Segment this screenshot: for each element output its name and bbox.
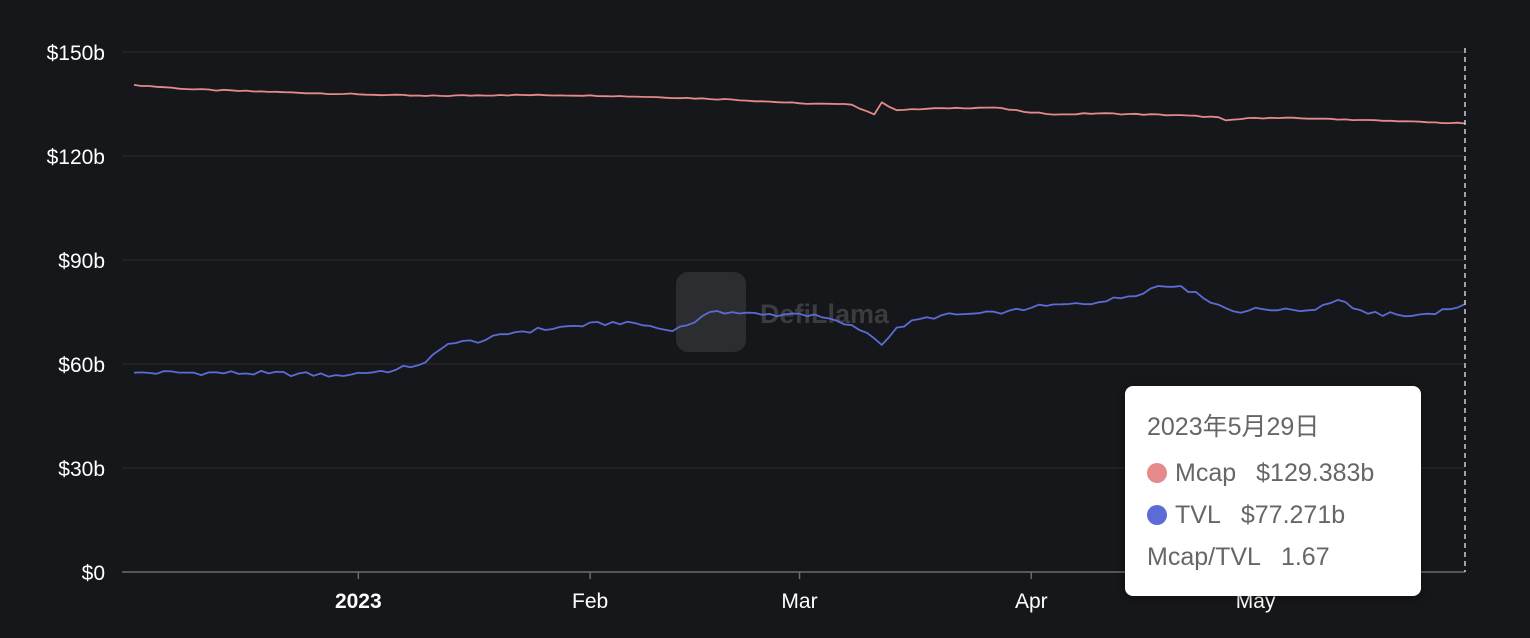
series-line-tvl bbox=[133, 285, 1466, 378]
tooltip-label-ratio: Mcap/TVL bbox=[1147, 543, 1261, 571]
y-tick-label: $120b bbox=[47, 146, 105, 169]
tooltip-label-tvl: TVL bbox=[1175, 501, 1221, 529]
x-tick-label: Feb bbox=[572, 590, 608, 613]
tvl-legend-dot bbox=[1147, 505, 1167, 525]
tooltip-row-tvl: TVL $77.271b bbox=[1147, 494, 1421, 536]
x-tick-label: 2023 bbox=[335, 590, 382, 613]
y-tick-label: $90b bbox=[58, 250, 105, 273]
y-tick-label: $0 bbox=[82, 562, 105, 585]
y-tick-label: $30b bbox=[58, 458, 105, 481]
watermark-text: DefiLlama bbox=[760, 299, 890, 329]
y-tick-label: $150b bbox=[47, 42, 105, 65]
tooltip: 2023年5月29日 Mcap $129.383b TVL $77.271b M… bbox=[1125, 386, 1421, 596]
y-tick-label: $60b bbox=[58, 354, 105, 377]
tooltip-label-mcap: Mcap bbox=[1175, 459, 1237, 487]
series-lines bbox=[133, 84, 1466, 378]
x-tick-label: Mar bbox=[781, 590, 817, 613]
tooltip-date: 2023年5月29日 bbox=[1147, 413, 1320, 441]
mcap-legend-dot bbox=[1147, 463, 1167, 483]
x-axis: 2023 Feb Mar Apr May bbox=[122, 571, 1465, 613]
tooltip-row-mcap: Mcap $129.383b bbox=[1147, 452, 1421, 494]
tooltip-value-ratio: 1.67 bbox=[1280, 543, 1330, 571]
y-axis: $0 $30b $60b $90b $120b $150b bbox=[47, 42, 105, 585]
tooltip-value-tvl: $77.271b bbox=[1240, 501, 1346, 529]
tooltip-row-ratio: Mcap/TVL 1.67 bbox=[1147, 536, 1421, 578]
x-tick-label: Apr bbox=[1015, 590, 1048, 613]
tooltip-value-mcap: $129.383b bbox=[1256, 459, 1375, 487]
series-line-mcap bbox=[133, 84, 1466, 125]
